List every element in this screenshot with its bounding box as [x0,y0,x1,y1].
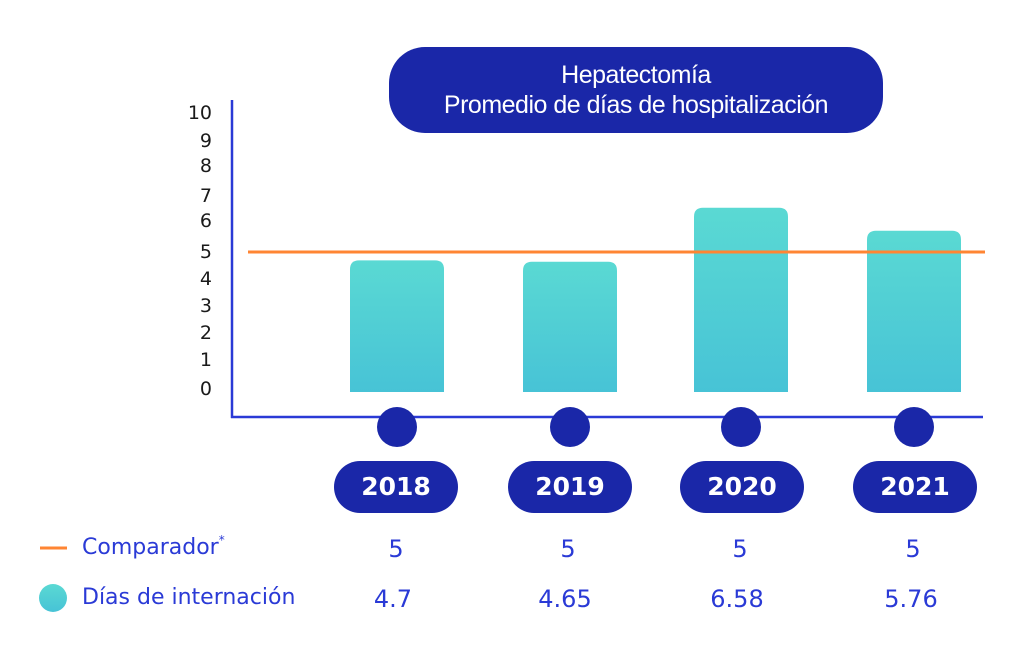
bar-value-label: 4.65 [538,585,592,613]
y-tick-label: 1 [199,349,212,371]
y-tick-label: 5 [199,241,212,263]
x-category-label: 2018 [334,461,458,513]
category-marker-2018 [377,407,417,447]
y-tick-label: 6 [199,210,212,232]
legend-bar-marker [39,584,67,612]
x-category-label: 2021 [853,461,977,513]
category-markers [377,407,934,447]
chart-subtitle: Promedio de días de hospitalización [443,91,829,119]
y-tick-label: 9 [199,130,212,152]
bar-2020 [694,207,788,392]
legend-label-comparator: Comparador* [82,533,225,560]
bar-2018 [350,260,444,392]
y-tick-label: 3 [199,295,212,317]
x-category-label: 2020 [680,461,804,513]
y-tick-label: 0 [199,378,212,400]
chart-title-box: Hepatectomía Promedio de días de hospita… [389,47,883,133]
bar-value-label: 6.58 [710,585,764,613]
chart-title: Hepatectomía [561,61,711,89]
legend-comparator-footnote-mark: * [218,533,225,547]
y-tick-label: 8 [199,155,212,177]
bar-value-label: 5.76 [884,585,938,613]
comparator-value-label: 5 [388,535,404,563]
comparator-value-label: 5 [732,535,748,563]
x-category-label: 2019 [508,461,632,513]
legend-bars-text: Días de internación [82,585,296,610]
bar-2021 [867,230,961,392]
category-marker-2021 [894,407,934,447]
y-tick-label: 4 [199,268,212,290]
legend-label-bars: Días de internación [82,585,295,610]
category-marker-2020 [721,407,761,447]
legend-comparator-text: Comparador [82,535,219,560]
bar-value-label: 4.7 [373,585,413,613]
y-tick-label: 10 [187,102,212,124]
comparator-value-label: 5 [905,535,921,563]
bars-layer [350,207,961,392]
comparator-value-label: 5 [560,535,576,563]
category-marker-2019 [550,407,590,447]
y-tick-label: 7 [199,185,212,207]
bar-2019 [523,261,617,392]
y-tick-label: 2 [199,322,212,344]
